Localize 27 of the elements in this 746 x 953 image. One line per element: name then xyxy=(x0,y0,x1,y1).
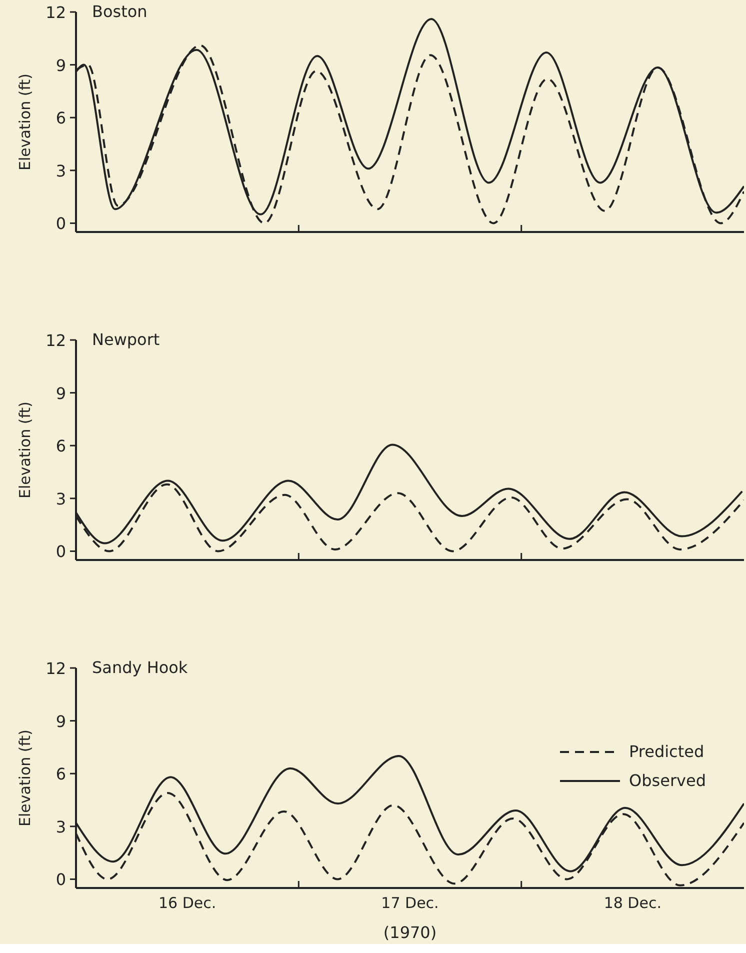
x-tick-label: 17 Dec. xyxy=(381,894,439,912)
y-tick-label: 6 xyxy=(56,764,66,784)
y-tick-label: 0 xyxy=(56,870,66,890)
y-tick-label: 3 xyxy=(56,161,66,180)
y-tick-label: 9 xyxy=(56,384,66,403)
legend-label: Predicted xyxy=(629,742,704,762)
y-axis-title: Elevation (ft) xyxy=(16,401,34,499)
x-tick-label: 16 Dec. xyxy=(158,894,216,912)
legend-label: Observed xyxy=(629,771,706,790)
y-tick-label: 0 xyxy=(56,542,66,562)
y-tick-label: 6 xyxy=(56,108,66,128)
chart-title: Newport xyxy=(92,330,160,349)
y-tick-label: 9 xyxy=(56,56,66,75)
y-tick-label: 3 xyxy=(56,817,66,836)
y-tick-label: 12 xyxy=(46,3,66,22)
x-axis-title: (1970) xyxy=(383,923,437,942)
y-axis-title: Elevation (ft) xyxy=(16,73,34,171)
y-tick-label: 12 xyxy=(46,659,66,678)
x-tick-label: 18 Dec. xyxy=(604,894,662,912)
y-tick-label: 6 xyxy=(56,436,66,456)
y-tick-label: 9 xyxy=(56,712,66,731)
y-tick-label: 12 xyxy=(46,331,66,350)
y-axis-title: Elevation (ft) xyxy=(16,729,34,827)
y-tick-label: 3 xyxy=(56,489,66,508)
chart-title: Boston xyxy=(92,2,148,21)
chart-title: Sandy Hook xyxy=(92,658,188,677)
y-tick-label: 0 xyxy=(56,214,66,234)
